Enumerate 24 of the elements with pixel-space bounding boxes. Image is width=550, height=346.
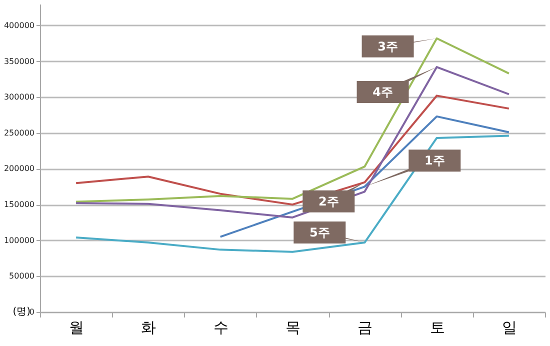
x-tick-label: 목 bbox=[286, 318, 300, 336]
text: 3주 bbox=[378, 39, 398, 54]
x-tick-label: 월 bbox=[69, 318, 84, 336]
y-tick-label: 250000 bbox=[4, 128, 34, 138]
series-label: 2주 bbox=[318, 194, 339, 208]
x-tick-label: 화 bbox=[141, 318, 156, 336]
y-tick-label: 200000 bbox=[4, 164, 34, 174]
y-axis-title: (명) bbox=[12, 306, 31, 318]
y-tick-label: 350000 bbox=[4, 56, 34, 66]
series-label: 5주 bbox=[309, 226, 330, 240]
line-series bbox=[75, 134, 510, 253]
y-tick-label: 50000 bbox=[9, 272, 34, 281]
x-tick-label: 일 bbox=[502, 318, 517, 336]
y-tick-label: 0 bbox=[29, 308, 34, 316]
x-tick-label: 토 bbox=[430, 318, 445, 336]
y-tick-label: 400000 bbox=[4, 20, 34, 30]
y-tick-label: 150000 bbox=[4, 200, 34, 210]
series-label: 4주 bbox=[372, 85, 393, 100]
x-tick-label: 수 bbox=[213, 318, 228, 336]
y-tick-label: 100000 bbox=[4, 236, 34, 245]
series-label: 1주 bbox=[424, 154, 445, 168]
y-tick-label: 300000 bbox=[4, 92, 34, 102]
x-tick-label: 금 bbox=[358, 318, 373, 336]
line-series bbox=[75, 66, 510, 218]
